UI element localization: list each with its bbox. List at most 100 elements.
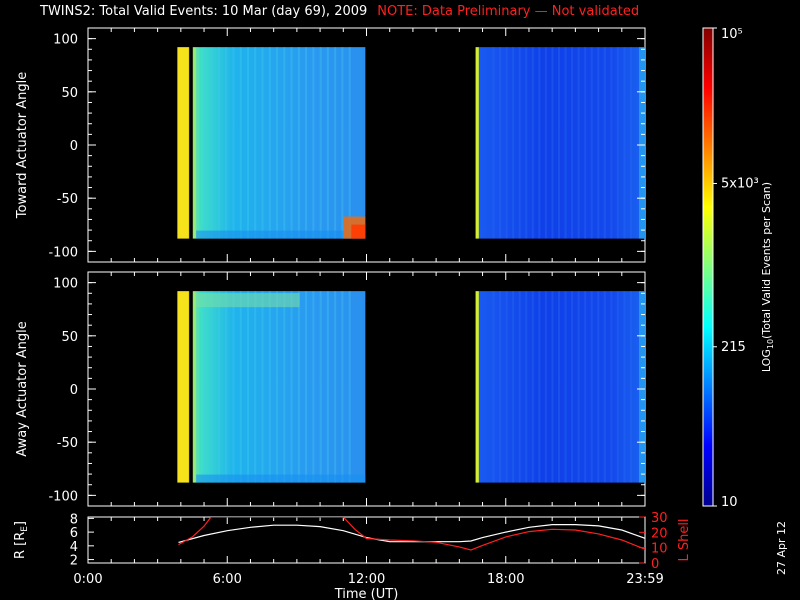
x-tick-label: 6:00 xyxy=(213,572,242,587)
y-right-tick-label: 20 xyxy=(651,526,668,541)
heatmap-streak xyxy=(232,47,235,239)
heatmap-streak xyxy=(276,47,279,239)
heatmap-streak xyxy=(610,47,613,239)
heatmap-streak xyxy=(225,47,228,239)
heatmap-streak xyxy=(629,47,632,239)
heatmap-streak xyxy=(577,291,580,483)
r-curve xyxy=(178,523,645,543)
x-tick-label: 12:00 xyxy=(348,572,385,587)
heatmap-streak xyxy=(584,47,587,239)
y-axis-label: Toward Actuator Angle xyxy=(15,72,30,219)
heatmap-streak xyxy=(341,291,344,483)
away-panel: 100 50 0 -50 -100 Away Actuator Angle xyxy=(15,271,646,507)
heatmap-streak xyxy=(305,291,308,483)
heatmap-streak xyxy=(577,47,580,239)
x-tick-label: 23:59 xyxy=(626,572,663,587)
heatmap-streak xyxy=(276,291,279,483)
heatmap-streak xyxy=(283,47,286,239)
heatmap-streak xyxy=(603,47,606,239)
x-axis-label: Time (UT) xyxy=(334,587,399,600)
y-tick-label: -100 xyxy=(48,245,78,260)
y-tick-label: 100 xyxy=(53,33,78,48)
heatmap-streak xyxy=(544,291,547,483)
heatmap-streak xyxy=(531,291,534,483)
heatmap-segment xyxy=(475,291,645,483)
colorbar-label: LOG10(Total Valid Events per Scan) xyxy=(760,182,775,372)
heatmap-streak xyxy=(571,47,574,239)
heatmap-streak xyxy=(225,291,228,483)
heatmap-streak xyxy=(544,47,547,239)
heatmap-streak xyxy=(341,47,344,239)
date-stamp: 27 Apr 12 xyxy=(775,521,788,575)
y-tick-label: 4 xyxy=(70,540,78,555)
heatmap-segment xyxy=(177,291,366,483)
lshell-curve xyxy=(178,517,645,551)
heatmap-streak xyxy=(518,291,521,483)
heatmap-streak xyxy=(564,47,567,239)
y-tick-label: 0 xyxy=(70,383,78,398)
heatmap-streak xyxy=(268,291,271,483)
heatmap-streak xyxy=(623,291,626,483)
heatmap-streak xyxy=(239,47,242,239)
heatmap-streak xyxy=(297,291,300,483)
heatmap-streak xyxy=(326,47,329,239)
heatmap-streak xyxy=(268,47,271,239)
heatmap-streak xyxy=(610,291,613,483)
y-axis-label: Away Actuator Angle xyxy=(15,321,30,456)
colorbar-tick-label: 5x10³ xyxy=(721,176,759,191)
heatmap-streak xyxy=(319,291,322,483)
chart-title: TWINS2: Total Valid Events: 10 Mar (day … xyxy=(40,4,639,19)
y-tick-label: 50 xyxy=(61,330,78,345)
heatmap-streak xyxy=(518,47,521,239)
heatmap-streak xyxy=(290,47,293,239)
y-tick-label: 50 xyxy=(61,86,78,101)
heatmap-streak xyxy=(590,291,593,483)
heatmap-streak xyxy=(348,47,351,239)
heatmap-streak xyxy=(254,47,257,239)
y-tick-label: 0 xyxy=(70,139,78,154)
heatmap-streak xyxy=(512,291,515,483)
heatmap-streak xyxy=(629,291,632,483)
heatmap-streak xyxy=(505,47,508,239)
heatmap-streak xyxy=(492,47,495,239)
heatmap-streak xyxy=(246,291,249,483)
heatmap-streak xyxy=(319,47,322,239)
heatmap-streak xyxy=(196,291,199,483)
heatmap-segment xyxy=(177,47,366,239)
y-tick-label: 2 xyxy=(70,554,78,569)
heatmap-streak xyxy=(616,47,619,239)
colorbar-tick-label: 215 xyxy=(721,340,746,355)
y-tick-label: 100 xyxy=(53,277,78,292)
heatmap-streak xyxy=(597,291,600,483)
heatmap-streak xyxy=(246,47,249,239)
heatmap-streak xyxy=(261,47,264,239)
colorbar: 10 215 5x10³ 10⁵ LOG10(Total Valid Events pe… xyxy=(702,27,775,510)
heatmap-streak xyxy=(551,47,554,239)
heatmap-streak xyxy=(623,47,626,239)
heatmap-streak xyxy=(551,291,554,483)
heatmap-streak xyxy=(590,47,593,239)
heatmap-streak xyxy=(492,291,495,483)
heatmap-streak xyxy=(512,47,515,239)
y-tick-label: -50 xyxy=(57,192,78,207)
heatmap-streak xyxy=(203,291,206,483)
heatmap-streak xyxy=(525,47,528,239)
y-tick-label: 6 xyxy=(70,526,78,541)
heatmap-streak xyxy=(499,291,502,483)
heatmap-streak xyxy=(305,47,308,239)
heatmap-streak xyxy=(616,291,619,483)
heatmap-streak xyxy=(312,291,315,483)
heatmap-streak xyxy=(557,47,560,239)
heatmap-streak xyxy=(283,291,286,483)
heatmap-streak xyxy=(499,47,502,239)
y-right-axis-label: L Shell xyxy=(677,518,692,561)
heatmap-streak xyxy=(261,291,264,483)
heatmap-streak xyxy=(254,291,257,483)
heatmap-edge xyxy=(639,291,645,483)
heatmap-band xyxy=(196,474,366,483)
y-tick-label: -100 xyxy=(48,489,78,504)
heatmap-streak xyxy=(290,291,293,483)
y-tick-label: -50 xyxy=(57,436,78,451)
colorbar-scale xyxy=(702,27,714,507)
